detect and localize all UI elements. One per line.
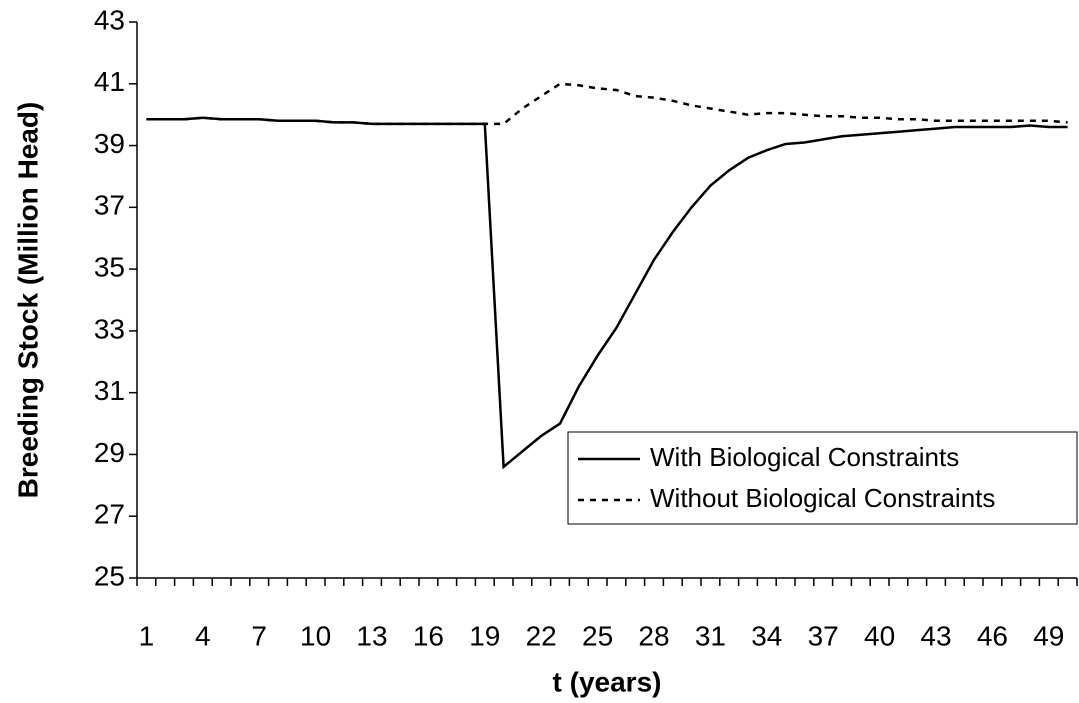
legend-box bbox=[567, 431, 1078, 525]
y-tick-label: 33 bbox=[94, 313, 125, 344]
x-tick-label: 40 bbox=[864, 620, 895, 651]
y-tick-label: 29 bbox=[94, 437, 125, 468]
y-tick-label: 37 bbox=[94, 190, 125, 221]
y-axis-title: Breeding Stock (Million Head) bbox=[12, 102, 43, 499]
y-tick-label: 27 bbox=[94, 499, 125, 530]
x-tick-label: 46 bbox=[977, 620, 1008, 651]
x-tick-label: 4 bbox=[195, 620, 211, 651]
series-line bbox=[146, 82, 1068, 126]
series-line bbox=[146, 116, 1068, 470]
y-tick-label: 31 bbox=[94, 375, 125, 406]
y-tick-label: 41 bbox=[94, 66, 125, 97]
x-tick-label: 10 bbox=[300, 620, 331, 651]
x-tick-label: 25 bbox=[582, 620, 613, 651]
x-tick-label: 19 bbox=[469, 620, 500, 651]
x-tick-label: 43 bbox=[920, 620, 951, 651]
x-tick-label: 13 bbox=[356, 620, 387, 651]
x-tick-label: 28 bbox=[638, 620, 669, 651]
legend-label: Without Biological Constraints bbox=[650, 483, 995, 513]
x-tick-label: 7 bbox=[251, 620, 267, 651]
x-tick-label: 1 bbox=[139, 620, 155, 651]
legend-label: With Biological Constraints bbox=[650, 442, 959, 472]
x-tick-label: 49 bbox=[1033, 620, 1064, 651]
y-tick-label: 43 bbox=[94, 4, 125, 35]
y-tick-label: 39 bbox=[94, 128, 125, 159]
x-tick-label: 37 bbox=[808, 620, 839, 651]
x-tick-label: 16 bbox=[413, 620, 444, 651]
y-tick-label: 35 bbox=[94, 252, 125, 283]
x-tick-label: 31 bbox=[695, 620, 726, 651]
x-tick-label: 34 bbox=[751, 620, 782, 651]
x-tick-label: 22 bbox=[526, 620, 557, 651]
x-axis-title: t (years) bbox=[553, 666, 662, 697]
y-tick-label: 25 bbox=[94, 560, 125, 591]
